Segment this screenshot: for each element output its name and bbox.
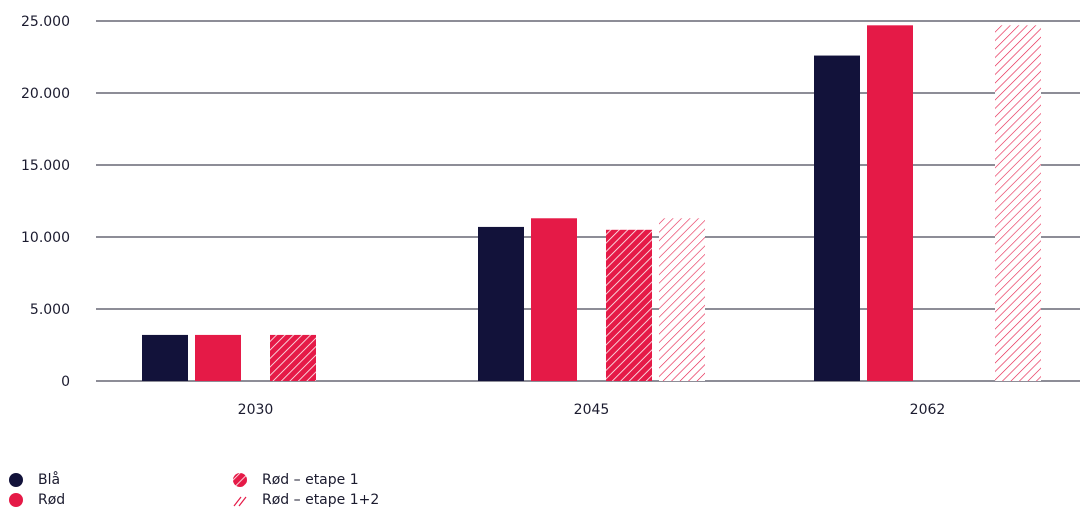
legend-item-rod-etape-1-2: Rød – etape 1+2 (232, 492, 379, 508)
y-axis-labels: 0 5.000 10.000 15.000 20.000 25.000 (21, 14, 70, 390)
legend-label-rod: Rød (38, 492, 66, 508)
bar-rod-2062 (867, 25, 913, 381)
legend-label-bla: Blå (38, 472, 61, 488)
legend-label-rod-etape-1-2: Rød – etape 1+2 (262, 492, 380, 508)
bar-rod-etape-1-2-2062 (995, 25, 1041, 381)
bar-rod-2030 (195, 334, 241, 381)
x-tick-label: 2030 (238, 402, 274, 418)
y-tick-label: 25.000 (21, 14, 70, 30)
bar-bla-2062 (814, 55, 860, 382)
legend-marker-rod (9, 493, 23, 507)
bar-rod-2045 (531, 218, 577, 381)
bar-rod-etape-1-2-2045 (659, 218, 705, 381)
bar-rod-etape-1-2030 (270, 334, 316, 381)
legend-marker-rod-etape-1 (233, 473, 247, 487)
y-tick-label: 20.000 (21, 86, 70, 102)
legend-marker-bla (9, 473, 23, 487)
bar-bla-2030 (142, 334, 188, 381)
legend: Blå Rød Rød – etape 1 Rød – etape 1+2 (0, 468, 1089, 511)
y-tick-label: 15.000 (21, 158, 70, 174)
bar-bla-2045 (478, 226, 524, 381)
legend-item-bla: Blå (8, 472, 60, 488)
y-tick-label: 5.000 (30, 302, 70, 318)
y-tick-label: 0 (61, 374, 70, 390)
y-tick-label: 10.000 (21, 230, 70, 246)
x-tick-label: 2045 (574, 402, 610, 418)
x-tick-label: 2062 (910, 402, 946, 418)
legend-label-rod-etape-1: Rød – etape 1 (262, 472, 359, 488)
gridlines (96, 20, 1080, 382)
legend-item-rod: Rød (8, 492, 65, 508)
legend-item-rod-etape-1: Rød – etape 1 (232, 472, 359, 488)
bar-rod-etape-1-2045 (606, 229, 652, 381)
bars (142, 25, 1041, 382)
legend-marker-rod-etape-1-2 (233, 496, 247, 507)
x-axis-labels: 2030 2045 2062 (238, 402, 946, 418)
